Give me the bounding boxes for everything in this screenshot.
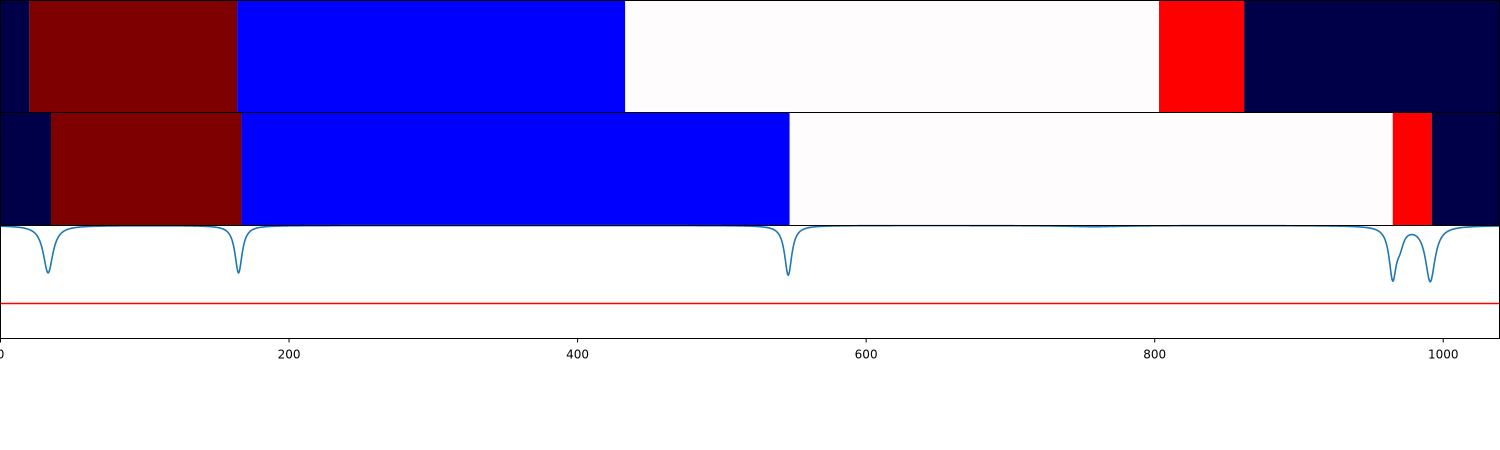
heatmap-segment: [789, 112, 1393, 226]
x-tick-label: 1000: [1428, 348, 1459, 362]
x-tick-label: 200: [278, 348, 301, 362]
x-tick-label: 0: [0, 348, 4, 362]
heatmap-segment: [29, 0, 238, 113]
heatmap-segment: [625, 0, 1160, 113]
heatmap-panel-middle: [0, 112, 1500, 226]
x-tick-label: 400: [566, 348, 589, 362]
x-tick-label: 600: [855, 348, 878, 362]
heatmap-segment: [1159, 0, 1245, 113]
heatmap-segment: [50, 112, 242, 226]
heatmap-segment: [1392, 112, 1432, 226]
heatmap-segment: [1431, 112, 1500, 226]
x-tick-label: 800: [1143, 348, 1166, 362]
heatmap-segment: [0, 0, 30, 113]
heatmap-segment: [1244, 0, 1500, 113]
x-axis: 0 200 400 600 800 1000: [0, 338, 1459, 362]
heatmap-segment: [237, 0, 626, 113]
heatmap-segment: [241, 112, 790, 226]
heatmap-panel-top: [0, 0, 1500, 113]
signal-line: [0, 224, 1500, 283]
panel-frame: [0, 225, 1500, 339]
heatmap-segment: [0, 112, 51, 226]
line-panel: [0, 224, 1500, 339]
